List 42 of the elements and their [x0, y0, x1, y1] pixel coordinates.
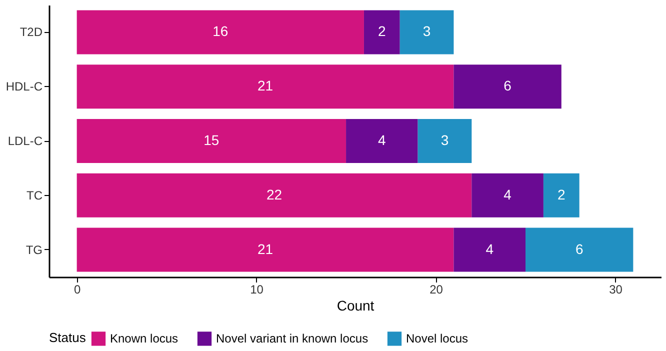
x-tick-label: 10 — [250, 282, 264, 296]
legend-title: Status — [49, 330, 86, 345]
data-label: 2 — [557, 186, 566, 202]
bar — [346, 119, 418, 163]
bar — [364, 10, 400, 54]
data-label: 15 — [204, 132, 220, 148]
bar — [76, 173, 472, 218]
data-label: 3 — [422, 23, 431, 40]
bar — [472, 173, 544, 218]
bar — [418, 119, 472, 163]
legend-label: Novel variant in known locus — [216, 332, 368, 346]
x-axis-title: Count — [336, 298, 374, 314]
data-label: 2 — [378, 23, 386, 40]
data-label: 16 — [212, 23, 228, 40]
y-tick-label: LDL-C — [8, 134, 43, 148]
bar — [76, 228, 454, 272]
bar — [76, 10, 364, 54]
bar — [400, 10, 454, 54]
bar — [76, 119, 346, 163]
data-label: 4 — [378, 132, 386, 148]
y-tick-label: T2D — [20, 25, 43, 40]
y-tick-label: TC — [26, 188, 43, 202]
legend-label: Known locus — [110, 332, 178, 346]
x-tick-label: 30 — [609, 282, 623, 296]
bar — [454, 64, 562, 109]
data-label: 21 — [257, 240, 274, 257]
data-label: 4 — [486, 240, 494, 257]
data-label: 3 — [440, 132, 449, 148]
x-tick-label: 20 — [430, 282, 444, 296]
bar — [543, 173, 580, 218]
bar — [454, 228, 526, 272]
data-label: 21 — [257, 78, 274, 94]
bar — [76, 64, 454, 109]
x-tick-label: 0 — [74, 282, 81, 296]
data-label: 6 — [575, 240, 584, 257]
y-tick-label: HDL-C — [6, 80, 43, 94]
y-tick-label: TG — [26, 242, 42, 257]
data-label: 6 — [504, 78, 512, 94]
data-label: 22 — [266, 186, 282, 202]
data-label: 4 — [504, 186, 512, 202]
legend-label: Novel locus — [406, 332, 468, 346]
bar — [526, 228, 634, 272]
